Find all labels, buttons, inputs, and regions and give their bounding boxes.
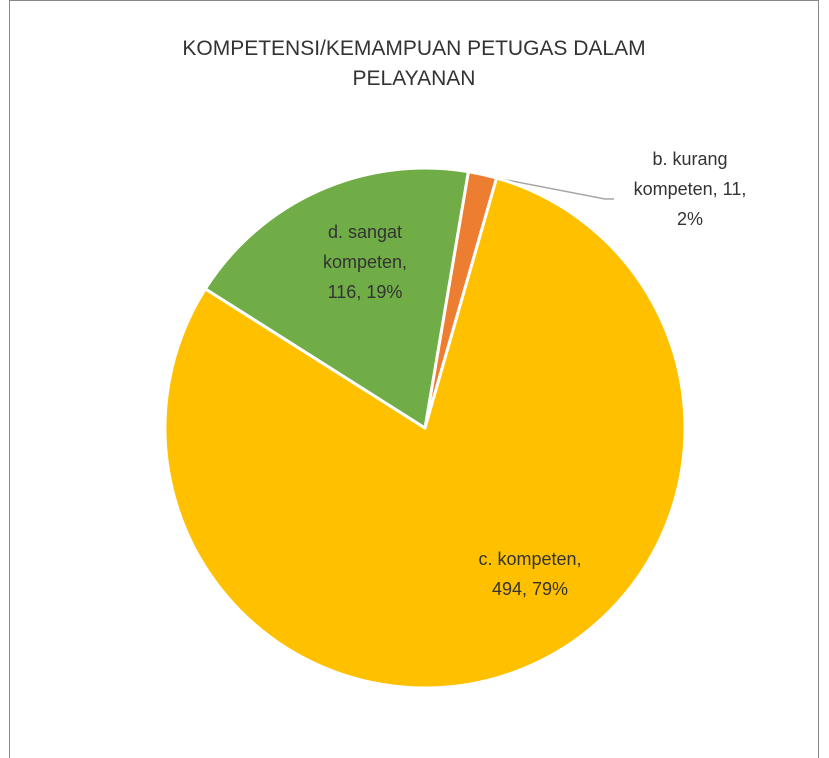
data-label-line: kompeten, 11, [634,179,747,199]
data-labels: b. kurang kompeten, 11, 2% c. kompeten, 494,… [323,149,746,599]
data-label: b. kurang kompeten, 11, 2% [634,149,747,229]
pie-slice [203,166,470,430]
chart-title: KOMPETENSI/KEMAMPUAN PETUGAS DALAM PELAY… [182,37,646,90]
leader-line [490,176,614,200]
data-label-line: 494, 79% [492,579,568,599]
data-label-line: kompeten, [323,252,407,272]
data-label: d. sangat kompeten, 116, 19% [323,222,407,302]
pie-slice [163,176,687,690]
data-label-line: d. sangat [328,222,402,242]
data-label-line: c. kompeten, [478,549,581,569]
chart-frame [9,0,819,758]
data-label-line: 2% [677,209,703,229]
slices [163,166,687,690]
data-label: c. kompeten, 494, 79% [478,549,581,599]
data-label-line: 116, 19% [328,282,403,302]
data-label-line: b. kurang [652,149,727,169]
